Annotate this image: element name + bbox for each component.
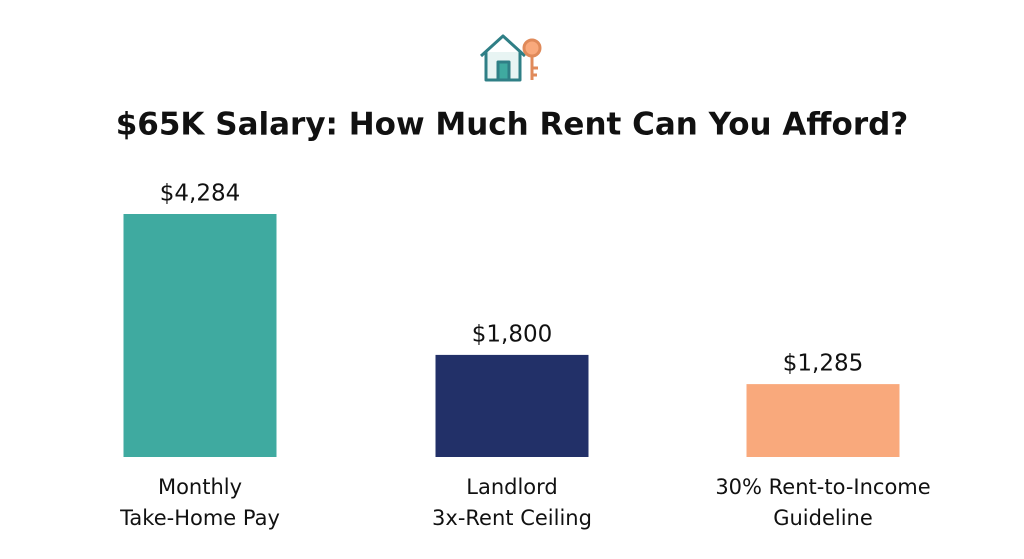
category-label: Landlord bbox=[466, 475, 558, 499]
value-label: $1,285 bbox=[783, 351, 863, 377]
chart-title: $65K Salary: How Much Rent Can You Affor… bbox=[116, 107, 909, 143]
category-label: Guideline bbox=[773, 506, 873, 530]
house-key-icon bbox=[479, 34, 542, 82]
bar bbox=[435, 354, 589, 457]
category-label: Monthly bbox=[158, 475, 242, 499]
category-label: 30% Rent-to-Income bbox=[715, 475, 930, 499]
bar bbox=[123, 214, 277, 457]
bar bbox=[746, 384, 900, 457]
category-label: Take-Home Pay bbox=[119, 506, 280, 530]
value-label: $4,284 bbox=[160, 181, 240, 207]
value-label: $1,800 bbox=[472, 321, 552, 347]
category-label: 3x-Rent Ceiling bbox=[432, 506, 592, 530]
